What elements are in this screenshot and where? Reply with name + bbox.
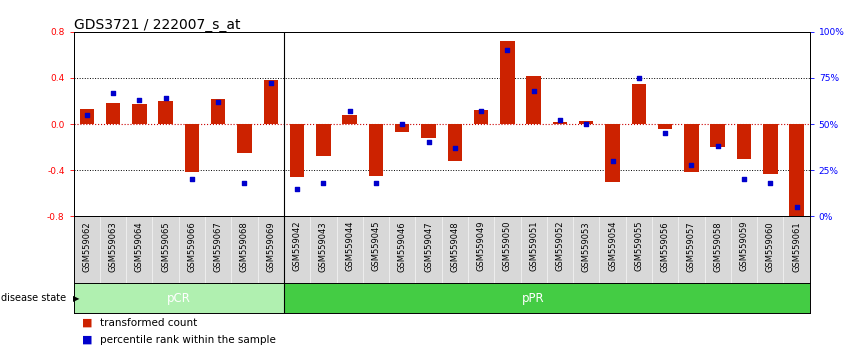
Point xyxy=(237,180,251,186)
Text: GSM559057: GSM559057 xyxy=(687,221,696,272)
Text: disease state: disease state xyxy=(1,293,69,303)
Point xyxy=(316,180,330,186)
Bar xyxy=(395,124,410,132)
Text: GSM559058: GSM559058 xyxy=(714,221,722,272)
Text: GSM559046: GSM559046 xyxy=(397,221,407,272)
Bar xyxy=(553,122,567,124)
Point xyxy=(605,158,619,164)
Text: GSM559056: GSM559056 xyxy=(661,221,669,272)
Text: pCR: pCR xyxy=(167,292,191,305)
Bar xyxy=(527,76,541,124)
Text: GSM559062: GSM559062 xyxy=(82,221,91,272)
Bar xyxy=(80,109,94,124)
Point xyxy=(264,81,278,86)
Bar xyxy=(237,124,252,153)
Point xyxy=(343,108,357,114)
Bar xyxy=(184,124,199,172)
Point xyxy=(527,88,540,94)
Point xyxy=(158,95,172,101)
Bar xyxy=(284,283,810,313)
Bar xyxy=(605,124,620,182)
Bar xyxy=(316,124,331,156)
Bar xyxy=(132,104,146,124)
Bar xyxy=(737,124,751,159)
Text: GSM559042: GSM559042 xyxy=(293,221,301,272)
Bar xyxy=(106,103,120,124)
Text: GSM559055: GSM559055 xyxy=(634,221,643,272)
Point xyxy=(711,143,725,149)
Text: GDS3721 / 222007_s_at: GDS3721 / 222007_s_at xyxy=(74,18,240,32)
Bar xyxy=(211,99,225,124)
Point xyxy=(369,180,383,186)
Text: ■: ■ xyxy=(82,318,93,328)
Text: GSM559066: GSM559066 xyxy=(187,221,197,272)
Text: GSM559061: GSM559061 xyxy=(792,221,801,272)
Bar xyxy=(631,84,646,124)
Text: GSM559045: GSM559045 xyxy=(372,221,380,272)
Point xyxy=(790,204,804,210)
Point xyxy=(395,121,409,127)
Point xyxy=(763,180,777,186)
Text: percentile rank within the sample: percentile rank within the sample xyxy=(100,335,275,344)
Bar xyxy=(448,124,462,161)
Bar xyxy=(290,124,304,177)
Point xyxy=(658,130,672,136)
Point xyxy=(132,97,146,103)
Text: GSM559048: GSM559048 xyxy=(450,221,459,272)
Bar xyxy=(763,124,778,173)
Bar xyxy=(501,41,514,124)
Point xyxy=(632,75,646,81)
Bar xyxy=(74,283,284,313)
Bar xyxy=(158,101,173,124)
Text: transformed count: transformed count xyxy=(100,318,197,328)
Text: GSM559049: GSM559049 xyxy=(476,221,486,272)
Point xyxy=(422,139,436,145)
Text: ■: ■ xyxy=(82,335,93,344)
Text: GSM559060: GSM559060 xyxy=(766,221,775,272)
Point xyxy=(80,112,94,118)
Text: GSM559054: GSM559054 xyxy=(608,221,617,272)
Point xyxy=(501,47,514,53)
Text: GSM559064: GSM559064 xyxy=(135,221,144,272)
Bar xyxy=(421,124,436,138)
Text: GSM559050: GSM559050 xyxy=(503,221,512,272)
Point xyxy=(290,186,304,192)
Point xyxy=(107,90,120,96)
Text: GSM559053: GSM559053 xyxy=(582,221,591,272)
Point xyxy=(475,108,488,114)
Point xyxy=(737,177,751,182)
Text: GSM559043: GSM559043 xyxy=(319,221,328,272)
Bar xyxy=(579,121,593,124)
Bar xyxy=(369,124,383,176)
Text: GSM559063: GSM559063 xyxy=(108,221,118,272)
Point xyxy=(448,145,462,151)
Bar xyxy=(474,110,488,124)
Text: GSM559047: GSM559047 xyxy=(424,221,433,272)
Text: GSM559068: GSM559068 xyxy=(240,221,249,272)
Bar xyxy=(684,124,699,172)
Text: GSM559051: GSM559051 xyxy=(529,221,538,272)
Text: GSM559052: GSM559052 xyxy=(555,221,565,272)
Text: pPR: pPR xyxy=(522,292,545,305)
Bar xyxy=(789,124,804,216)
Bar xyxy=(658,124,672,129)
Text: GSM559069: GSM559069 xyxy=(266,221,275,272)
Bar xyxy=(342,115,357,124)
Text: GSM559065: GSM559065 xyxy=(161,221,170,272)
Point xyxy=(579,121,593,127)
Point xyxy=(684,162,698,167)
Text: GSM559059: GSM559059 xyxy=(740,221,748,272)
Bar xyxy=(263,80,278,124)
Text: GSM559044: GSM559044 xyxy=(346,221,354,272)
Text: ▶: ▶ xyxy=(73,294,80,303)
Text: GSM559067: GSM559067 xyxy=(214,221,223,272)
Bar xyxy=(710,124,725,147)
Point xyxy=(211,99,225,105)
Point xyxy=(185,177,199,182)
Point xyxy=(553,118,567,123)
